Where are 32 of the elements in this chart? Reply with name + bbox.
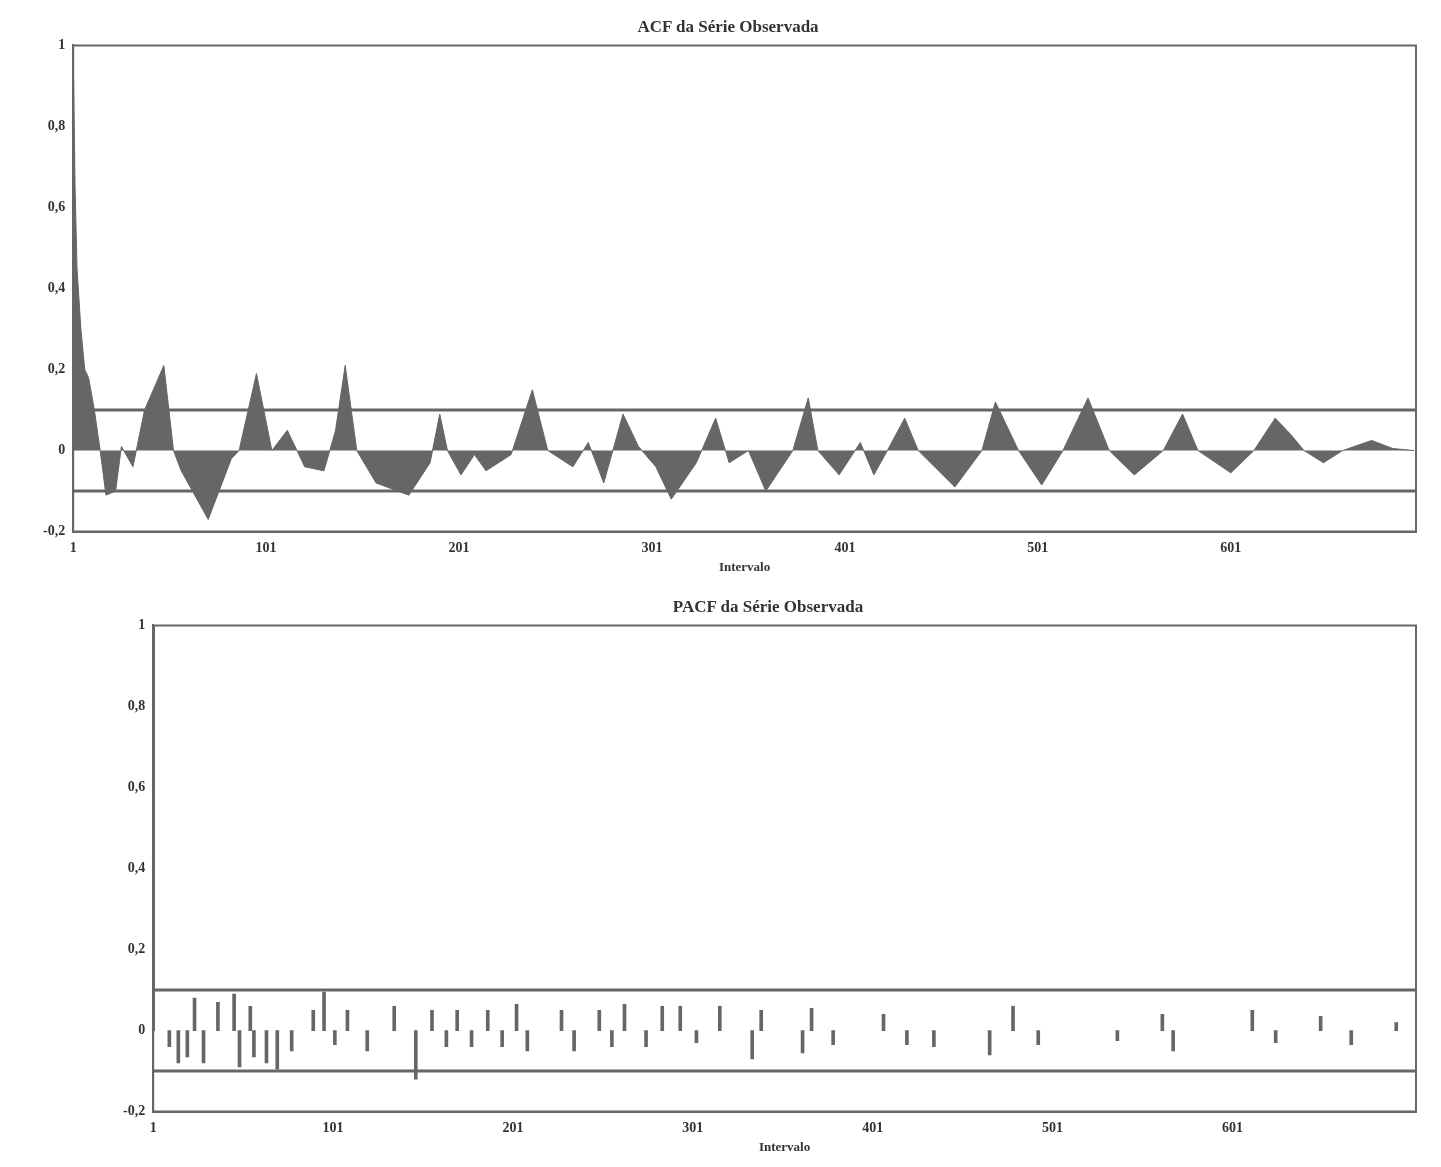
x-tick-label: 201 [448, 539, 470, 555]
x-tick-label: 601 [1222, 1119, 1244, 1135]
x-tick-label: 501 [1042, 1119, 1064, 1135]
x-tick-label: 601 [1220, 539, 1242, 555]
x-tick-label: 301 [682, 1119, 704, 1135]
y-tick-label: 0,4 [47, 280, 66, 296]
x-axis-title: Intervalo [758, 1138, 811, 1154]
x-tick-label: 1 [69, 539, 77, 555]
y-tick-label: 0,8 [47, 118, 66, 134]
y-tick-label: 0,6 [127, 779, 146, 795]
chart-title: ACF da Série Observada [637, 16, 820, 36]
y-tick-label: -0,2 [122, 1103, 146, 1119]
x-tick-label: 101 [322, 1119, 344, 1135]
y-tick-label: 0,8 [127, 698, 146, 714]
y-tick-label: 0,6 [47, 199, 66, 215]
y-tick-label: 1 [138, 617, 146, 633]
y-tick-label: -0,2 [42, 523, 66, 539]
y-tick-label: 1 [58, 37, 66, 53]
x-axis-title: Intervalo [718, 558, 771, 574]
chart-title: PACF da Série Observada [672, 596, 864, 616]
y-tick-label: 0,2 [127, 941, 146, 957]
x-tick-label: 501 [1027, 539, 1049, 555]
x-tick-label: 101 [255, 539, 277, 555]
y-tick-label: 0,4 [127, 860, 146, 876]
x-tick-label: 401 [834, 539, 856, 555]
x-tick-label: 401 [862, 1119, 884, 1135]
x-tick-label: 1 [149, 1119, 157, 1135]
x-tick-label: 201 [502, 1119, 524, 1135]
y-tick-label: 0 [138, 1022, 146, 1038]
y-tick-label: 0 [58, 442, 66, 458]
x-tick-label: 301 [641, 539, 663, 555]
y-tick-label: 0,2 [47, 361, 66, 377]
